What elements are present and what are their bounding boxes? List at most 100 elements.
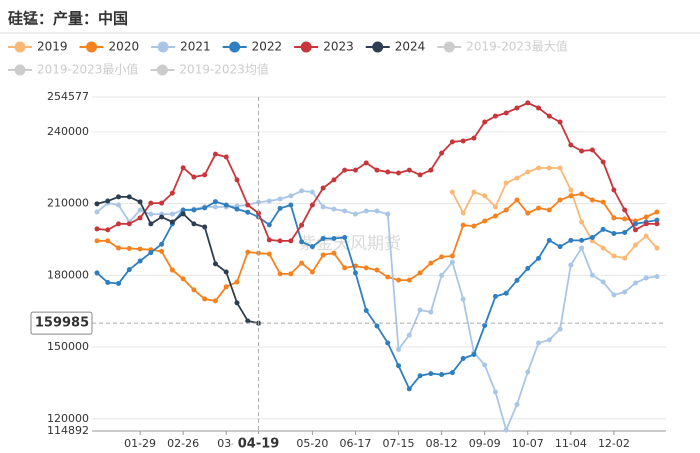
data-point [223,284,229,290]
data-point [482,218,488,224]
data-point [116,245,122,251]
legend-marker [157,41,169,53]
data-point [288,271,294,277]
data-point [406,332,412,338]
data-point [137,215,143,221]
pointer-x-box [232,434,285,453]
data-point [266,222,272,228]
data-point [385,169,391,175]
data-point [643,214,649,220]
data-point [406,386,412,392]
data-point [94,238,100,244]
y-tick-label: 150000 [47,340,89,353]
watermark: 紫金天风期货 [299,234,401,254]
data-point [374,267,380,273]
data-point [654,274,660,280]
data-point [568,142,574,148]
data-point [589,147,595,153]
data-point [449,189,455,195]
data-point [202,172,208,178]
data-point [320,252,326,258]
data-point [525,369,531,375]
legend-label: 2019-2023均值 [179,62,268,77]
data-point [492,213,498,219]
data-point [223,202,229,208]
data-point [331,235,337,241]
legend-item[interactable]: 2020 [79,40,140,54]
data-point [342,235,348,241]
legend-item[interactable]: 2019-2023均值 [150,62,269,77]
data-point [299,222,305,228]
pointer-x-label: 04-19 [238,437,280,452]
data-point [137,207,143,213]
data-point [288,202,294,208]
data-point [116,280,122,286]
data-point [385,340,391,346]
data-point [126,194,132,200]
legend-item[interactable]: 2019 [8,40,68,54]
data-point [428,309,434,315]
data-point [503,290,509,296]
data-point [460,356,466,362]
data-point [202,224,208,230]
x-tick-label: 09-09 [469,437,501,450]
data-point [643,233,649,239]
legend-item[interactable]: 2021 [151,40,211,54]
x-tick-label: 10-07 [512,437,544,450]
data-point [536,205,542,211]
data-point [309,244,315,250]
data-point [191,207,197,213]
x-tick-label: 11-04 [555,437,587,450]
legend-item[interactable]: 2019-2023最小值 [8,62,138,77]
data-point [266,237,272,243]
data-point [514,175,520,181]
data-point [557,244,563,250]
legend-item[interactable]: 2019-2023最大值 [437,39,568,54]
data-point [600,245,606,251]
chart-title: 硅锰：产量：中国 [8,10,128,28]
data-point [396,170,402,176]
data-point [374,167,380,173]
data-point [137,199,143,205]
data-point [396,363,402,369]
data-point [191,287,197,293]
data-point [514,105,520,111]
data-point [105,198,111,204]
data-point [234,300,240,306]
x-tick-label: 05-20 [296,437,328,450]
data-point [632,280,638,286]
legend-item[interactable]: 2022 [222,40,283,54]
data-point [105,238,111,244]
data-point [212,204,218,210]
data-point [159,214,165,220]
data-point [546,207,552,213]
data-point [374,323,380,329]
data-point [363,307,369,313]
data-point [482,193,488,199]
data-point [460,210,466,216]
data-point [288,193,294,199]
data-point [632,242,638,248]
data-point [611,187,617,193]
data-point [417,270,423,276]
y-tick-label: 120000 [47,412,89,425]
data-point [159,200,165,206]
data-point [277,196,283,202]
y-tick-label: 210000 [47,197,89,210]
data-point [363,265,369,271]
data-point [579,219,585,225]
data-point [449,259,455,265]
data-point [137,258,143,264]
data-point [126,246,132,252]
data-point [277,205,283,211]
data-point [180,165,186,171]
data-point [643,221,649,227]
legend-label: 2019-2023最大值 [466,39,567,54]
legend-item[interactable]: 2023 [294,40,354,54]
y-tick-label: 240000 [47,125,89,138]
data-point [234,279,240,285]
data-point [482,119,488,125]
legend-item[interactable]: 2024 [365,40,426,54]
series-line [96,200,658,391]
data-point [406,167,412,173]
